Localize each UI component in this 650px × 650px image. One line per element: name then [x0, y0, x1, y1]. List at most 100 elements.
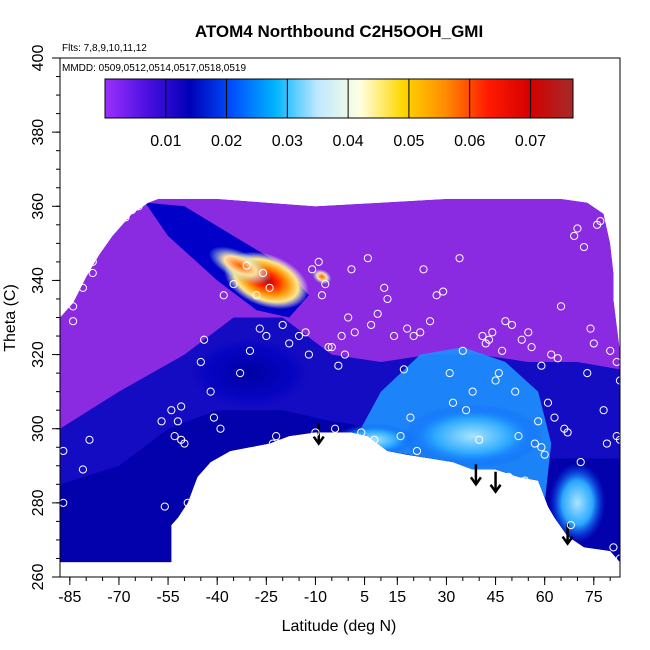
- observation-point: [85, 435, 94, 444]
- observation-point: [255, 324, 264, 333]
- observation-point: [540, 450, 549, 459]
- y-tick-label: 340: [30, 267, 47, 294]
- observation-point: [121, 213, 130, 222]
- colorbar-tick-label: 0.06: [454, 133, 485, 150]
- observation-point: [396, 432, 405, 441]
- observation-point: [88, 257, 97, 266]
- observation-point: [534, 417, 543, 426]
- x-tick-label: -10: [304, 589, 327, 606]
- observation-point: [262, 331, 271, 341]
- observation-point: [288, 435, 297, 444]
- observation-point: [183, 498, 192, 507]
- observation-point: [304, 350, 313, 359]
- observation-point: [196, 357, 205, 367]
- observation-point: [606, 346, 615, 355]
- concentration-field: [60, 198, 620, 563]
- observation-point: [425, 317, 435, 326]
- observation-point: [520, 476, 530, 485]
- observation-point: [550, 413, 559, 422]
- x-tick-label: -40: [206, 589, 229, 606]
- observation-point: [314, 257, 323, 266]
- observation-point: [389, 331, 399, 341]
- observation-point: [570, 231, 579, 241]
- dates-note: MMDD: 0509,0512,0514,0517,0518,0519: [62, 63, 246, 74]
- observation-point: [556, 302, 566, 311]
- observation-point: [599, 406, 608, 415]
- observation-point: [563, 428, 572, 437]
- colorbar-tick-label: 0.01: [150, 133, 181, 150]
- observation-point: [409, 331, 418, 341]
- observation-point: [199, 335, 209, 344]
- observation-point: [537, 361, 546, 370]
- field-glow-polar: [549, 462, 606, 543]
- observation-point: [173, 417, 182, 426]
- colorbar-tick-label: 0.02: [211, 133, 242, 150]
- observation-point: [334, 361, 343, 370]
- observation-point: [583, 369, 592, 378]
- observation-point: [180, 439, 189, 448]
- observation-point: [363, 254, 372, 263]
- y-tick-label: 300: [30, 415, 47, 442]
- observation-point: [265, 283, 274, 292]
- observation-point: [439, 287, 448, 296]
- field-glow-tropics: [334, 423, 415, 456]
- observation-point: [527, 343, 536, 352]
- observation-point: [498, 346, 507, 355]
- x-tick-label: -85: [58, 589, 81, 606]
- observation-point: [530, 439, 539, 448]
- observation-point: [219, 291, 228, 300]
- x-tick-label: 60: [536, 589, 554, 606]
- observation-point: [367, 320, 376, 330]
- x-axis-label: Latitude (deg N): [282, 618, 397, 635]
- observation-point: [268, 439, 277, 448]
- observation-point: [524, 328, 533, 337]
- chart-title: ATOM4 Northbound C2H5OOH_GMI: [195, 22, 483, 41]
- observation-point: [491, 376, 500, 385]
- y-tick-label: 400: [30, 45, 47, 72]
- tropopause-arrow: [489, 471, 502, 494]
- observation-point: [88, 268, 97, 278]
- observation-point: [416, 328, 425, 337]
- observation-point: [403, 324, 412, 333]
- x-tick-label: -55: [157, 589, 180, 606]
- x-tick-label: 15: [388, 589, 406, 606]
- observation-point: [399, 365, 408, 374]
- field-glow-north: [402, 404, 543, 469]
- flights-note: Flts: 7,8,9,10,11,12: [62, 43, 147, 54]
- observation-point: [317, 291, 327, 300]
- observation-point: [327, 343, 336, 352]
- observation-point: [275, 439, 284, 448]
- y-tick-label: 260: [30, 564, 47, 591]
- observation-point: [68, 317, 78, 326]
- observation-point: [586, 324, 595, 333]
- observation-point: [609, 543, 618, 552]
- observation-point: [278, 320, 287, 330]
- observation-point: [448, 398, 458, 407]
- observation-point: [596, 217, 605, 226]
- colorbar-tick-label: 0.05: [393, 133, 424, 150]
- observation-point: [134, 202, 143, 211]
- observation-point: [294, 331, 304, 341]
- observation-point: [324, 343, 333, 352]
- observation-point: [445, 369, 454, 378]
- observation-point: [432, 291, 441, 300]
- y-tick-label: 380: [30, 119, 47, 146]
- observation-point: [488, 328, 497, 337]
- observation-point: [344, 313, 353, 322]
- observation-point: [494, 369, 503, 378]
- y-axis-label: Theta (C): [2, 284, 19, 352]
- observation-point: [566, 521, 575, 530]
- observation-point: [547, 350, 556, 359]
- observation-point: [553, 354, 562, 363]
- observation-point: [301, 328, 310, 337]
- tropopause-arrow: [469, 464, 482, 487]
- observation-point: [461, 406, 471, 415]
- observation-point: [160, 502, 169, 511]
- observation-point: [252, 291, 261, 300]
- x-tick-label: 5: [360, 589, 369, 606]
- observation-point: [78, 465, 88, 474]
- observation-point: [170, 432, 179, 441]
- x-tick-label: 45: [487, 589, 505, 606]
- observation-point: [419, 265, 428, 274]
- observation-point: [589, 339, 598, 348]
